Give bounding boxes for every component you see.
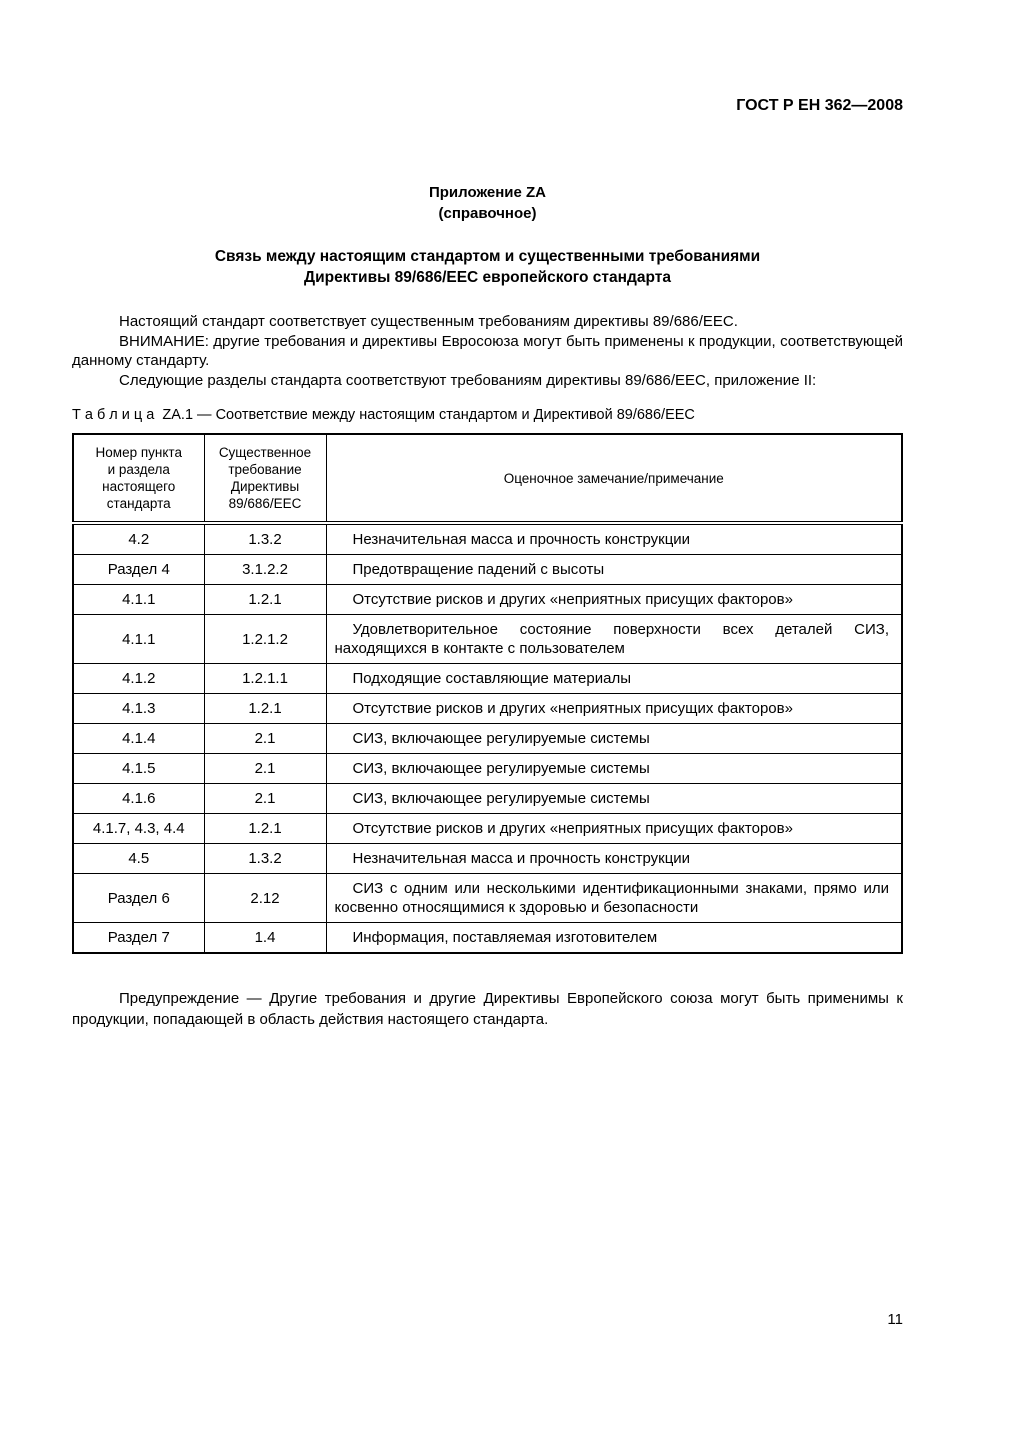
cell-clause: Раздел 6 <box>72 873 205 923</box>
cell-note: Незначительная масса и прочность констру… <box>325 522 903 555</box>
cell-requirement: 3.1.2.2 <box>203 554 327 585</box>
appendix-heading: Приложение ZA (справочное) <box>72 182 903 224</box>
cell-note: Информация, поставляемая изготовителем <box>325 922 903 954</box>
cell-note: СИЗ, включающее регулируемые системы <box>325 783 903 814</box>
table-row: 4.1.1 1.2.1.2 Удовлетворительное состояние… <box>72 614 903 664</box>
standard-number: ГОСТ Р ЕН 362—2008 <box>736 97 903 114</box>
cell-note: Отсутствие рисков и других «неприятных п… <box>325 813 903 844</box>
table-row: Раздел 4 3.1.2.2 Предотвращение падений с … <box>72 554 903 585</box>
table-caption-text: — Соответствие между настоящим стандарто… <box>197 407 695 423</box>
cell-requirement: 1.2.1.2 <box>203 614 327 664</box>
correspondence-table: Номер пункта и раздела настоящего станда… <box>72 433 903 954</box>
cell-requirement: 1.2.1 <box>203 693 327 724</box>
cell-clause: 4.1.3 <box>72 693 205 724</box>
intro-paragraph-1: Настоящий стандарт соответствует существ… <box>119 313 738 330</box>
table-row: Раздел 7 1.4 Информация, поставляемая изго… <box>72 922 903 954</box>
table-row: Раздел 6 2.12 СИЗ с одним или несколькими … <box>72 873 903 923</box>
table-row: 4.1.2 1.2.1.1 Подходящие составляющие мате… <box>72 663 903 694</box>
cell-requirement: 2.1 <box>203 753 327 784</box>
cell-requirement: 1.3.2 <box>203 843 327 874</box>
table-caption: Т а б л и ц а ZA.1 — Соответствие между … <box>72 406 903 424</box>
content-area: ГОСТ Р ЕН 362—2008 Приложение ZA (справо… <box>72 97 903 1030</box>
cell-note: Подходящие составляющие материалы <box>325 663 903 694</box>
section-title-line1: Связь между настоящим стандартом и сущес… <box>214 248 761 265</box>
cell-clause: 4.1.6 <box>72 783 205 814</box>
cell-requirement: 1.2.1.1 <box>203 663 327 694</box>
cell-requirement: 2.12 <box>203 873 327 923</box>
cell-note: Удовлетворительное состояние поверхности… <box>325 614 903 664</box>
page-number: 11 <box>887 1311 903 1328</box>
intro-paragraph-2: ВНИМАНИЕ: другие требования и директивы … <box>72 332 903 370</box>
table-header-row: Номер пункта и раздела настоящего станда… <box>72 433 903 525</box>
table-header: Номер пункта и раздела настоящего станда… <box>72 433 903 525</box>
cell-clause: 4.2 <box>72 522 205 555</box>
cell-clause: 4.1.4 <box>72 723 205 754</box>
cell-requirement: 1.4 <box>203 922 327 954</box>
cell-clause: 4.1.2 <box>72 663 205 694</box>
cell-clause: 4.1.1 <box>72 584 205 615</box>
column-header-requirement: Существенное требование Директивы 89/686… <box>203 433 327 525</box>
table-row: 4.1.3 1.2.1 Отсутствие рисков и других «не… <box>72 693 903 724</box>
table-row: 4.1.1 1.2.1 Отсутствие рисков и других «не… <box>72 584 903 615</box>
table-row: 4.1.6 2.1 СИЗ, включающее регулируемые сис… <box>72 783 903 814</box>
cell-note: Отсутствие рисков и других «неприятных п… <box>325 584 903 615</box>
section-title: Связь между настоящим стандартом и сущес… <box>72 246 903 288</box>
cell-clause: 4.1.5 <box>72 753 205 784</box>
table-row: 4.1.5 2.1 СИЗ, включающее регулируемые сис… <box>72 753 903 784</box>
cell-clause: Раздел 4 <box>72 554 205 585</box>
cell-clause: 4.1.7, 4.3, 4.4 <box>72 813 205 844</box>
cell-clause: 4.5 <box>72 843 205 874</box>
column-header-clause: Номер пункта и раздела настоящего станда… <box>72 433 205 525</box>
warning-block: Предупреждение — Другие требования и дру… <box>72 988 903 1030</box>
cell-note: Незначительная масса и прочность констру… <box>325 843 903 874</box>
cell-clause: 4.1.1 <box>72 614 205 664</box>
appendix-label: Приложение ZA <box>428 184 547 201</box>
cell-note: Отсутствие рисков и других «неприятных п… <box>325 693 903 724</box>
cell-note: СИЗ, включающее регулируемые системы <box>325 723 903 754</box>
table-caption-label: Т а б л и ц а ZA.1 <box>72 407 194 423</box>
cell-clause: Раздел 7 <box>72 922 205 954</box>
cell-note: СИЗ, включающее регулируемые системы <box>325 753 903 784</box>
cell-requirement: 2.1 <box>203 783 327 814</box>
table-row: 4.1.4 2.1 СИЗ, включающее регулируемые сис… <box>72 723 903 754</box>
table-row: 4.1.7, 4.3, 4.4 1.2.1 Отсутствие рисков и … <box>72 813 903 844</box>
warning-text: Предупреждение — Другие требования и дру… <box>72 990 903 1028</box>
column-header-note: Оценочное замечание/примечание <box>325 433 903 525</box>
cell-requirement: 1.2.1 <box>203 813 327 844</box>
cell-note: Предотвращение падений с высоты <box>325 554 903 585</box>
section-title-line2: Директивы 89/686/ЕЕС европейского станда… <box>304 269 671 286</box>
intro-paragraph-3: Следующие разделы стандарта соответствую… <box>119 371 817 389</box>
table-row: 4.2 1.3.2 Незначительная масса и прочность… <box>72 522 903 555</box>
appendix-type: (справочное) <box>438 205 537 222</box>
table-body: 4.2 1.3.2 Незначительная масса и прочность… <box>72 522 903 954</box>
intro-paragraphs: Настоящий стандарт соответствует существ… <box>72 312 903 390</box>
cell-note: СИЗ с одним или несколькими идентификаци… <box>325 873 903 923</box>
cell-requirement: 1.3.2 <box>203 522 327 555</box>
cell-requirement: 2.1 <box>203 723 327 754</box>
table-row: 4.5 1.3.2 Незначительная масса и прочность… <box>72 843 903 874</box>
cell-requirement: 1.2.1 <box>203 584 327 615</box>
